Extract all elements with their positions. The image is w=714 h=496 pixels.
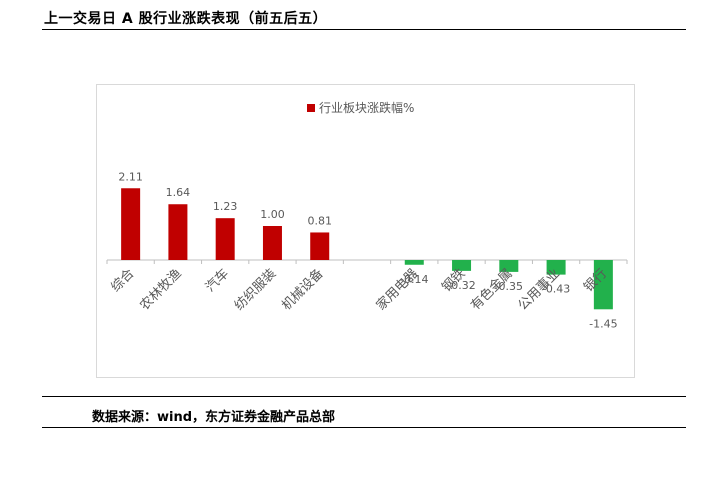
data-source-note: 数据来源：wind，东方证券金融产品总部 xyxy=(92,410,336,425)
source-divider-bottom xyxy=(42,427,686,428)
page-title: 上一交易日 A 股行业涨跌表现（前五后五） xyxy=(44,11,328,27)
data-label-8: -0.32 xyxy=(447,279,475,292)
data-label-7: -0.14 xyxy=(400,273,428,286)
data-label-10: -0.43 xyxy=(542,283,570,296)
data-label-5: 0.81 xyxy=(307,214,332,227)
data-label-3: 1.23 xyxy=(213,200,238,213)
bar-8 xyxy=(452,260,472,271)
bar-5 xyxy=(310,232,330,260)
bar-chart: 2.11 综合 1.64 农林牧渔 1.23 汽车 1.00 纺织服装 0.81 机械设备 -0.1… xyxy=(106,170,628,330)
category-label-4: 纺织服装 xyxy=(232,266,279,313)
chart-panel: 行业板块涨跌幅% 2.11 综合 1.64 农林牧渔 1.23 汽车 1.00 纺织服装 0.8… xyxy=(96,84,635,378)
bar-10 xyxy=(546,260,566,275)
source-divider-top xyxy=(42,396,686,397)
category-label-3: 汽车 xyxy=(202,266,232,296)
legend-label: 行业板块涨跌幅% xyxy=(319,101,415,115)
chart-legend: 行业板块涨跌幅% xyxy=(307,99,414,116)
bar-4 xyxy=(262,226,282,260)
data-label-11: -1.45 xyxy=(589,317,617,330)
bar-1 xyxy=(121,188,141,260)
title-divider xyxy=(42,29,686,30)
bar-11 xyxy=(593,260,613,310)
data-label-4: 1.00 xyxy=(260,208,285,221)
bar-2 xyxy=(168,204,188,260)
category-label-5: 机械设备 xyxy=(278,266,326,314)
category-label-1: 综合 xyxy=(108,266,137,295)
data-label-9: -0.35 xyxy=(495,280,523,293)
bar-3 xyxy=(215,218,235,260)
category-label-2: 农林牧渔 xyxy=(137,266,184,313)
data-label-2: 1.64 xyxy=(166,186,191,199)
data-label-1: 2.11 xyxy=(118,170,143,183)
bar-7 xyxy=(404,260,424,265)
legend-swatch xyxy=(307,103,315,112)
category-label-7: 家用电器 xyxy=(373,266,421,314)
bar-9 xyxy=(499,260,519,272)
